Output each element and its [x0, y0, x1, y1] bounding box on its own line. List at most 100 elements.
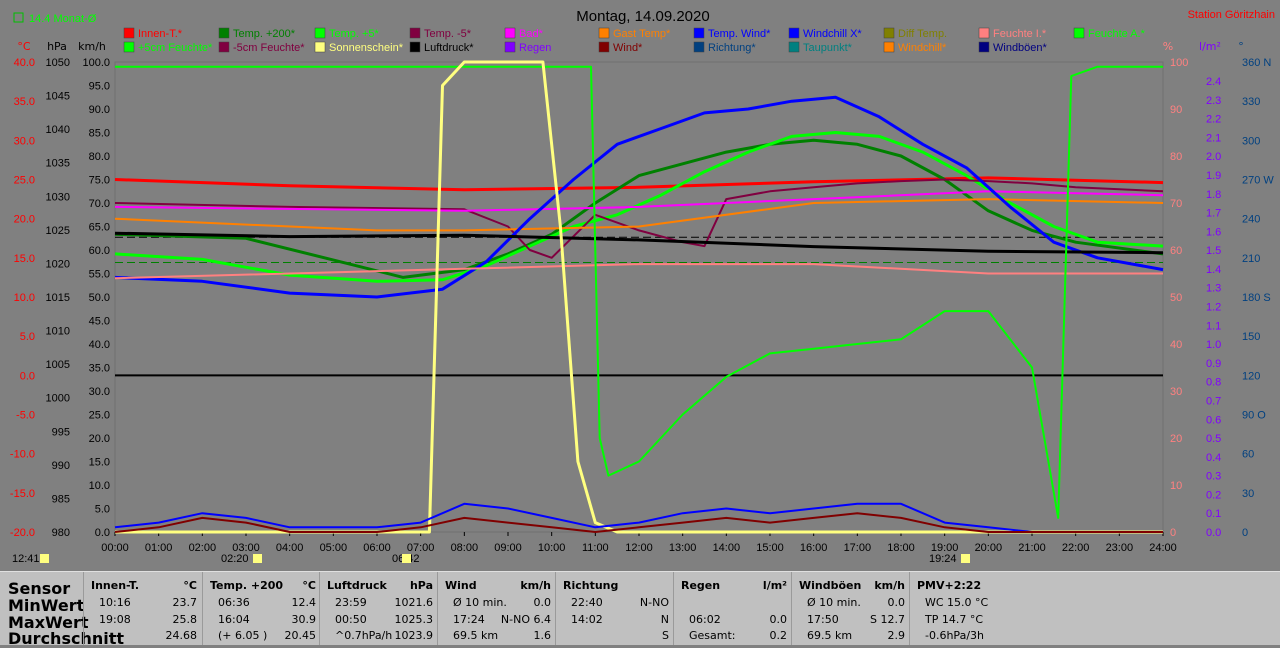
legend-label: Windböen* [993, 42, 1048, 54]
time-tick: 23:00 [1106, 542, 1134, 554]
max-value: 0.0 [769, 613, 788, 626]
dir-tick: 240 [1242, 214, 1260, 226]
legend-swatch [598, 41, 610, 53]
table-column: Luftdruck hPa 23:59 1021.6 00:50 1025.3 ^0.7hP… [323, 572, 439, 645]
station-name: Station Göritzhain [1188, 9, 1275, 21]
sun-event-label: 19:24 [929, 553, 957, 565]
kmh-tick: 65.0 [89, 222, 110, 234]
time-tick: 07:00 [407, 542, 435, 554]
time-tick: 11:00 [582, 542, 609, 554]
sun-event-label: 12:41 [12, 553, 40, 565]
column-unit: hPa [409, 579, 433, 592]
temp-tick: 20.0 [14, 214, 35, 226]
dir-unit-label: ° [1238, 40, 1244, 53]
column-title: PMV+2:22 [917, 579, 982, 592]
legend: Innen-T.* Temp. +200* Temp. +5* Temp. -5* Ba… [123, 27, 1146, 54]
column-separator [437, 572, 438, 645]
time-tick: 18:00 [887, 542, 915, 554]
legend-swatch [883, 41, 895, 53]
temp-tick: -15.0 [10, 488, 35, 500]
column-title: Windböen [799, 579, 862, 592]
avg-note: -0.6hPa/3h [925, 629, 984, 642]
hpa-tick: 1030 [46, 191, 70, 203]
dir-tick: 300 [1242, 135, 1260, 147]
time-tick: 13:00 [669, 542, 697, 554]
legend-swatch [978, 27, 990, 39]
column-separator [791, 572, 792, 645]
pct-tick: 0 [1170, 527, 1176, 539]
rain-tick: 1.3 [1206, 283, 1221, 295]
sun-event-label: 02:20 [221, 553, 249, 565]
legend-label: Diff Temp. [898, 28, 947, 40]
rain-tick: 0.1 [1206, 508, 1221, 520]
table-column: Richtung 22:40 N-NO 14:02 N S [559, 572, 675, 645]
avg-value: S [662, 629, 669, 642]
pct-tick: 50 [1170, 292, 1182, 304]
series-layer [114, 60, 1164, 534]
avg-value: 1023.9 [394, 629, 434, 642]
series-line [114, 198, 1164, 232]
series-line [115, 60, 1163, 534]
column-title: Temp. +200 [210, 579, 284, 592]
min-value: 1021.6 [394, 596, 434, 609]
legend-label: Windchill X* [803, 28, 862, 40]
min-time: Ø 10 min. [453, 596, 507, 609]
dir-tick: 330 [1242, 96, 1260, 108]
column-separator [555, 572, 556, 645]
time-tick: 10:00 [538, 542, 566, 554]
temp-tick: -5.0 [16, 410, 35, 422]
pct-tick: 80 [1170, 151, 1182, 163]
column-separator [909, 572, 910, 645]
legend-swatch [693, 27, 705, 39]
max-time: 06:02 [689, 613, 721, 626]
rain-tick: 1.5 [1206, 245, 1221, 257]
column-unit: km/h [874, 579, 905, 592]
dir-tick: 120 [1242, 370, 1260, 382]
kmh-tick: 10.0 [89, 480, 110, 492]
column-unit: km/h [520, 579, 551, 592]
series-line [114, 231, 1164, 255]
kmh-tick: 100.0 [82, 57, 110, 69]
legend-swatch [504, 41, 516, 53]
dir-tick: 180 S [1242, 292, 1271, 304]
column-separator [83, 572, 84, 645]
legend-swatch [218, 27, 230, 39]
min-time: 10:16 [99, 596, 131, 609]
time-tick: 15:00 [756, 542, 784, 554]
time-tick: 20:00 [975, 542, 1003, 554]
temp-tick: 30.0 [14, 135, 35, 147]
rain-tick: 0.0 [1206, 527, 1221, 539]
dir-tick: 270 W [1242, 175, 1274, 187]
monthly-avg-icon [13, 12, 24, 23]
rain-tick: 1.0 [1206, 339, 1221, 351]
temp-tick: 0.0 [20, 370, 35, 382]
column-separator [202, 572, 203, 645]
avg-value: 2.9 [887, 629, 906, 642]
hpa-tick: 1010 [46, 326, 70, 338]
kmh-tick: 75.0 [89, 175, 110, 187]
legend-label: Temp. Wind* [708, 28, 771, 40]
table-column: PMV+2:22 WC 15.0 °C TP 14.7 °C -0.6hPa/3h [913, 572, 1029, 645]
pct-tick: 60 [1170, 245, 1182, 257]
min-value: 0.0 [887, 596, 906, 609]
series-line [114, 502, 1163, 533]
legend-label: Bad* [519, 28, 544, 40]
kmh-tick: 55.0 [89, 269, 110, 281]
rain-tick: 2.3 [1206, 95, 1221, 107]
avg-note: 69.5 km [807, 629, 853, 642]
max-value: N [660, 613, 669, 626]
kmh-tick: 85.0 [89, 128, 110, 140]
hpa-tick: 1020 [46, 258, 70, 270]
rain-unit-label: l/m² [1199, 40, 1221, 53]
max-value: N-NO 6.4 [500, 613, 551, 626]
temp-tick: 25.0 [14, 175, 35, 187]
rain-tick: 2.4 [1206, 76, 1221, 88]
column-title: Richtung [563, 579, 619, 592]
legend-label: Feuchte I.* [993, 28, 1047, 40]
legend-label: Sonnenschein* [329, 42, 404, 54]
legend-label: Taupunkt* [803, 42, 853, 54]
rain-tick: 1.2 [1206, 302, 1221, 314]
temp-tick: 35.0 [14, 96, 35, 108]
legend-swatch [788, 27, 800, 39]
temp-tick: 15.0 [14, 253, 35, 265]
